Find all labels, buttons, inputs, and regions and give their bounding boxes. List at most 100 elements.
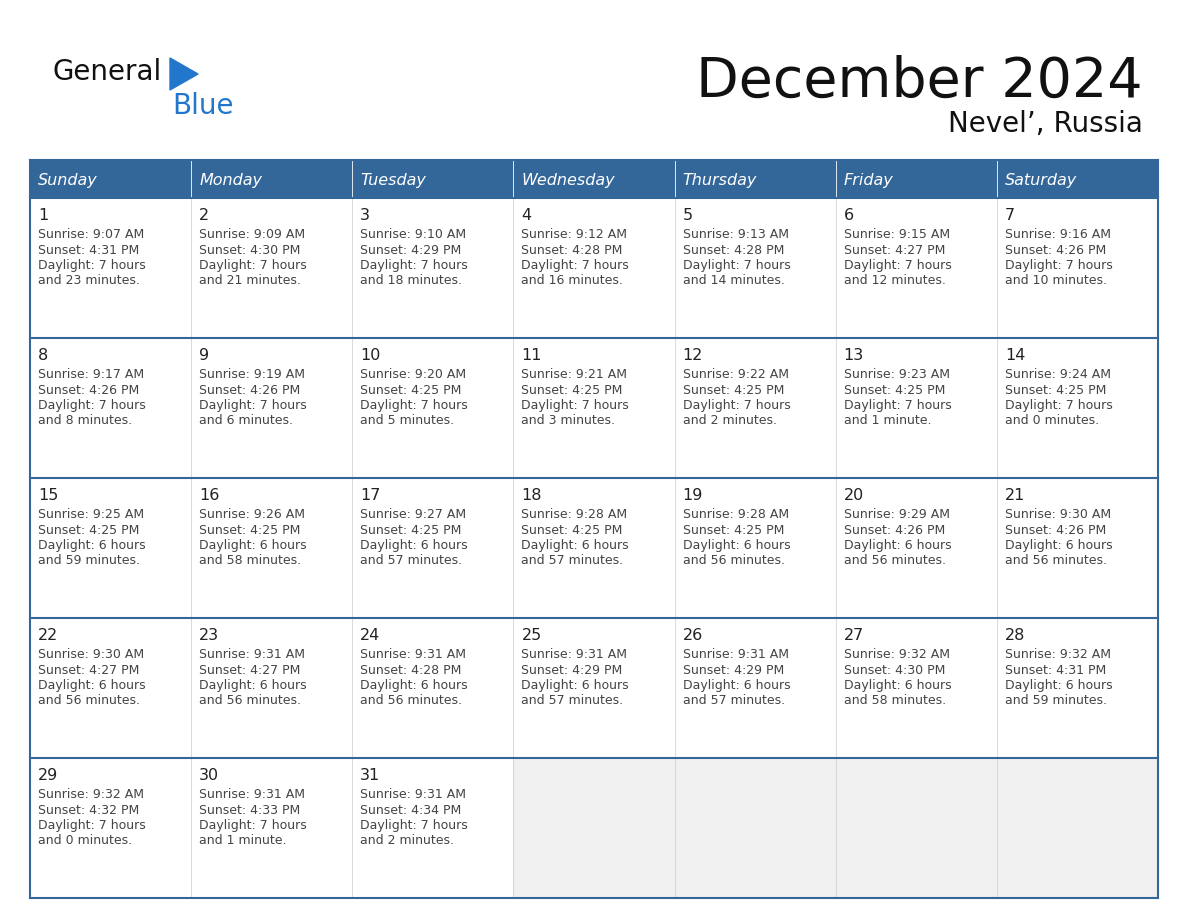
Bar	[30, 160, 191, 198]
Text: Sunrise: 9:31 AM: Sunrise: 9:31 AM	[200, 648, 305, 661]
Text: and 10 minutes.: and 10 minutes.	[1005, 274, 1107, 287]
Text: Sunrise: 9:31 AM: Sunrise: 9:31 AM	[683, 648, 789, 661]
Bar	[353, 338, 513, 478]
Text: Sunset: 4:25 PM: Sunset: 4:25 PM	[522, 523, 623, 536]
Text: 30: 30	[200, 768, 220, 783]
Text: Sunset: 4:33 PM: Sunset: 4:33 PM	[200, 803, 301, 816]
Bar	[191, 160, 353, 198]
Text: Daylight: 7 hours: Daylight: 7 hours	[360, 819, 468, 832]
Text: 8: 8	[38, 348, 49, 363]
Text: Sunset: 4:31 PM: Sunset: 4:31 PM	[1005, 664, 1106, 677]
Text: Sunset: 4:28 PM: Sunset: 4:28 PM	[683, 243, 784, 256]
Text: Daylight: 7 hours: Daylight: 7 hours	[1005, 259, 1113, 272]
Text: and 14 minutes.: and 14 minutes.	[683, 274, 784, 287]
Text: 16: 16	[200, 488, 220, 503]
Text: Daylight: 6 hours: Daylight: 6 hours	[200, 679, 307, 692]
Bar	[513, 198, 675, 338]
Text: 29: 29	[38, 768, 58, 783]
Text: and 56 minutes.: and 56 minutes.	[38, 695, 140, 708]
Bar	[835, 338, 997, 478]
Text: and 59 minutes.: and 59 minutes.	[38, 554, 140, 567]
Text: Daylight: 7 hours: Daylight: 7 hours	[38, 399, 146, 412]
Bar	[191, 478, 353, 618]
Text: and 21 minutes.: and 21 minutes.	[200, 274, 301, 287]
Text: and 16 minutes.: and 16 minutes.	[522, 274, 624, 287]
Text: Sunrise: 9:31 AM: Sunrise: 9:31 AM	[360, 648, 466, 661]
Text: and 2 minutes.: and 2 minutes.	[360, 834, 454, 847]
Bar	[997, 758, 1158, 898]
Text: Sunset: 4:28 PM: Sunset: 4:28 PM	[522, 243, 623, 256]
Text: Sunset: 4:27 PM: Sunset: 4:27 PM	[38, 664, 139, 677]
Bar	[675, 758, 835, 898]
Text: 18: 18	[522, 488, 542, 503]
Text: Daylight: 7 hours: Daylight: 7 hours	[522, 399, 630, 412]
Text: Sunday: Sunday	[38, 173, 97, 187]
Text: and 57 minutes.: and 57 minutes.	[522, 554, 624, 567]
Text: Sunset: 4:29 PM: Sunset: 4:29 PM	[683, 664, 784, 677]
Text: and 56 minutes.: and 56 minutes.	[1005, 554, 1107, 567]
Bar	[353, 478, 513, 618]
Text: Sunrise: 9:28 AM: Sunrise: 9:28 AM	[522, 508, 627, 521]
Text: Daylight: 7 hours: Daylight: 7 hours	[522, 259, 630, 272]
Text: Sunset: 4:26 PM: Sunset: 4:26 PM	[1005, 243, 1106, 256]
Text: Sunset: 4:29 PM: Sunset: 4:29 PM	[360, 243, 461, 256]
Text: Sunset: 4:26 PM: Sunset: 4:26 PM	[200, 384, 301, 397]
Bar	[513, 160, 675, 198]
Text: 17: 17	[360, 488, 380, 503]
Bar	[675, 160, 835, 198]
Text: Sunset: 4:26 PM: Sunset: 4:26 PM	[1005, 523, 1106, 536]
Text: Daylight: 7 hours: Daylight: 7 hours	[360, 399, 468, 412]
Text: 5: 5	[683, 208, 693, 223]
Text: Saturday: Saturday	[1005, 173, 1078, 187]
Text: Sunrise: 9:31 AM: Sunrise: 9:31 AM	[522, 648, 627, 661]
Text: Sunrise: 9:09 AM: Sunrise: 9:09 AM	[200, 228, 305, 241]
Text: and 0 minutes.: and 0 minutes.	[1005, 415, 1099, 428]
Bar	[30, 618, 191, 758]
Text: 11: 11	[522, 348, 542, 363]
Text: Daylight: 6 hours: Daylight: 6 hours	[1005, 679, 1112, 692]
Text: Daylight: 6 hours: Daylight: 6 hours	[1005, 539, 1112, 552]
Text: December 2024: December 2024	[696, 55, 1143, 109]
Text: Blue: Blue	[172, 92, 234, 120]
Text: and 56 minutes.: and 56 minutes.	[843, 554, 946, 567]
Text: Sunrise: 9:27 AM: Sunrise: 9:27 AM	[360, 508, 467, 521]
Text: and 58 minutes.: and 58 minutes.	[200, 554, 302, 567]
Text: Sunset: 4:25 PM: Sunset: 4:25 PM	[1005, 384, 1106, 397]
Text: 31: 31	[360, 768, 380, 783]
Bar	[835, 478, 997, 618]
Bar	[835, 160, 997, 198]
Text: and 57 minutes.: and 57 minutes.	[522, 695, 624, 708]
Text: and 57 minutes.: and 57 minutes.	[360, 554, 462, 567]
Bar	[675, 198, 835, 338]
Text: Sunrise: 9:19 AM: Sunrise: 9:19 AM	[200, 368, 305, 381]
Text: 21: 21	[1005, 488, 1025, 503]
Text: Daylight: 6 hours: Daylight: 6 hours	[843, 539, 952, 552]
Text: Sunrise: 9:25 AM: Sunrise: 9:25 AM	[38, 508, 144, 521]
Text: Sunrise: 9:12 AM: Sunrise: 9:12 AM	[522, 228, 627, 241]
Text: 15: 15	[38, 488, 58, 503]
Text: Tuesday: Tuesday	[360, 173, 426, 187]
Text: Sunset: 4:29 PM: Sunset: 4:29 PM	[522, 664, 623, 677]
Text: and 5 minutes.: and 5 minutes.	[360, 415, 455, 428]
Text: Sunset: 4:27 PM: Sunset: 4:27 PM	[200, 664, 301, 677]
Text: 4: 4	[522, 208, 531, 223]
Text: Daylight: 7 hours: Daylight: 7 hours	[683, 399, 790, 412]
Text: Sunset: 4:26 PM: Sunset: 4:26 PM	[38, 384, 139, 397]
Bar	[191, 618, 353, 758]
Text: Friday: Friday	[843, 173, 893, 187]
Bar	[997, 160, 1158, 198]
Text: Sunrise: 9:32 AM: Sunrise: 9:32 AM	[1005, 648, 1111, 661]
Text: Daylight: 7 hours: Daylight: 7 hours	[360, 259, 468, 272]
Text: and 1 minute.: and 1 minute.	[843, 415, 931, 428]
Text: Sunset: 4:25 PM: Sunset: 4:25 PM	[360, 523, 462, 536]
Bar	[353, 160, 513, 198]
Text: Sunset: 4:30 PM: Sunset: 4:30 PM	[200, 243, 301, 256]
Bar	[675, 338, 835, 478]
Bar	[835, 758, 997, 898]
Text: Sunrise: 9:22 AM: Sunrise: 9:22 AM	[683, 368, 789, 381]
Text: Sunrise: 9:30 AM: Sunrise: 9:30 AM	[1005, 508, 1111, 521]
Text: 28: 28	[1005, 628, 1025, 643]
Text: and 18 minutes.: and 18 minutes.	[360, 274, 462, 287]
Text: Daylight: 6 hours: Daylight: 6 hours	[360, 539, 468, 552]
Text: and 23 minutes.: and 23 minutes.	[38, 274, 140, 287]
